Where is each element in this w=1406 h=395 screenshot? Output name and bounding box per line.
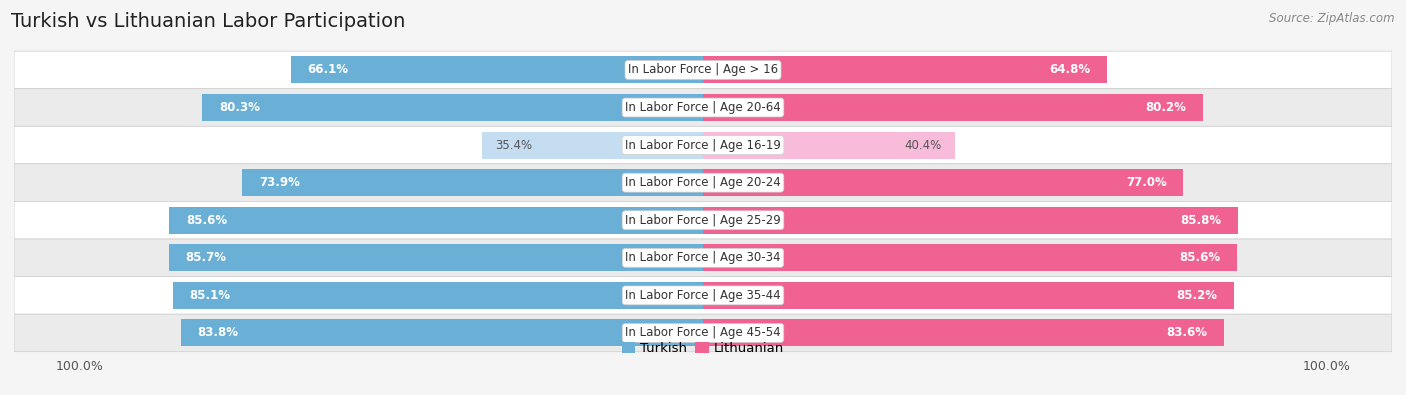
Text: 85.1%: 85.1%: [188, 289, 231, 302]
Text: 85.7%: 85.7%: [186, 251, 226, 264]
Text: 85.6%: 85.6%: [1180, 251, 1220, 264]
FancyBboxPatch shape: [14, 89, 1392, 126]
Text: 64.8%: 64.8%: [1049, 64, 1091, 77]
Bar: [180, 320, 703, 346]
FancyBboxPatch shape: [14, 314, 1392, 352]
Text: 35.4%: 35.4%: [495, 139, 533, 152]
Text: 83.8%: 83.8%: [197, 326, 238, 339]
Text: In Labor Force | Age > 16: In Labor Force | Age > 16: [628, 64, 778, 77]
Text: In Labor Force | Age 35-44: In Labor Force | Age 35-44: [626, 289, 780, 302]
Text: 83.6%: 83.6%: [1167, 326, 1208, 339]
Bar: [242, 169, 703, 196]
Bar: [703, 207, 1237, 234]
Bar: [703, 320, 1225, 346]
Text: 80.2%: 80.2%: [1146, 101, 1187, 114]
FancyBboxPatch shape: [14, 276, 1392, 314]
Bar: [169, 244, 703, 271]
Bar: [703, 169, 1182, 196]
Text: 85.8%: 85.8%: [1180, 214, 1222, 227]
Legend: Turkish, Lithuanian: Turkish, Lithuanian: [621, 342, 785, 355]
Text: In Labor Force | Age 20-64: In Labor Force | Age 20-64: [626, 101, 780, 114]
Text: Source: ZipAtlas.com: Source: ZipAtlas.com: [1270, 12, 1395, 25]
Text: 40.4%: 40.4%: [904, 139, 942, 152]
FancyBboxPatch shape: [14, 126, 1392, 164]
Bar: [703, 244, 1236, 271]
FancyBboxPatch shape: [14, 239, 1392, 276]
Text: 66.1%: 66.1%: [308, 64, 349, 77]
FancyBboxPatch shape: [14, 51, 1392, 89]
Bar: [703, 132, 955, 159]
Bar: [703, 94, 1204, 121]
Text: Turkish vs Lithuanian Labor Participation: Turkish vs Lithuanian Labor Participatio…: [11, 12, 405, 31]
Text: 85.2%: 85.2%: [1177, 289, 1218, 302]
Text: 85.6%: 85.6%: [186, 214, 226, 227]
Bar: [202, 94, 703, 121]
Text: In Labor Force | Age 30-34: In Labor Force | Age 30-34: [626, 251, 780, 264]
Text: In Labor Force | Age 45-54: In Labor Force | Age 45-54: [626, 326, 780, 339]
FancyBboxPatch shape: [14, 201, 1392, 239]
Text: In Labor Force | Age 25-29: In Labor Force | Age 25-29: [626, 214, 780, 227]
Bar: [703, 282, 1234, 309]
Text: 80.3%: 80.3%: [219, 101, 260, 114]
Text: In Labor Force | Age 20-24: In Labor Force | Age 20-24: [626, 176, 780, 189]
Bar: [291, 56, 703, 83]
Bar: [173, 282, 703, 309]
Text: 73.9%: 73.9%: [259, 176, 299, 189]
Text: In Labor Force | Age 16-19: In Labor Force | Age 16-19: [626, 139, 780, 152]
Bar: [482, 132, 703, 159]
Text: 77.0%: 77.0%: [1126, 176, 1167, 189]
FancyBboxPatch shape: [14, 164, 1392, 201]
Bar: [703, 56, 1107, 83]
Bar: [170, 207, 703, 234]
